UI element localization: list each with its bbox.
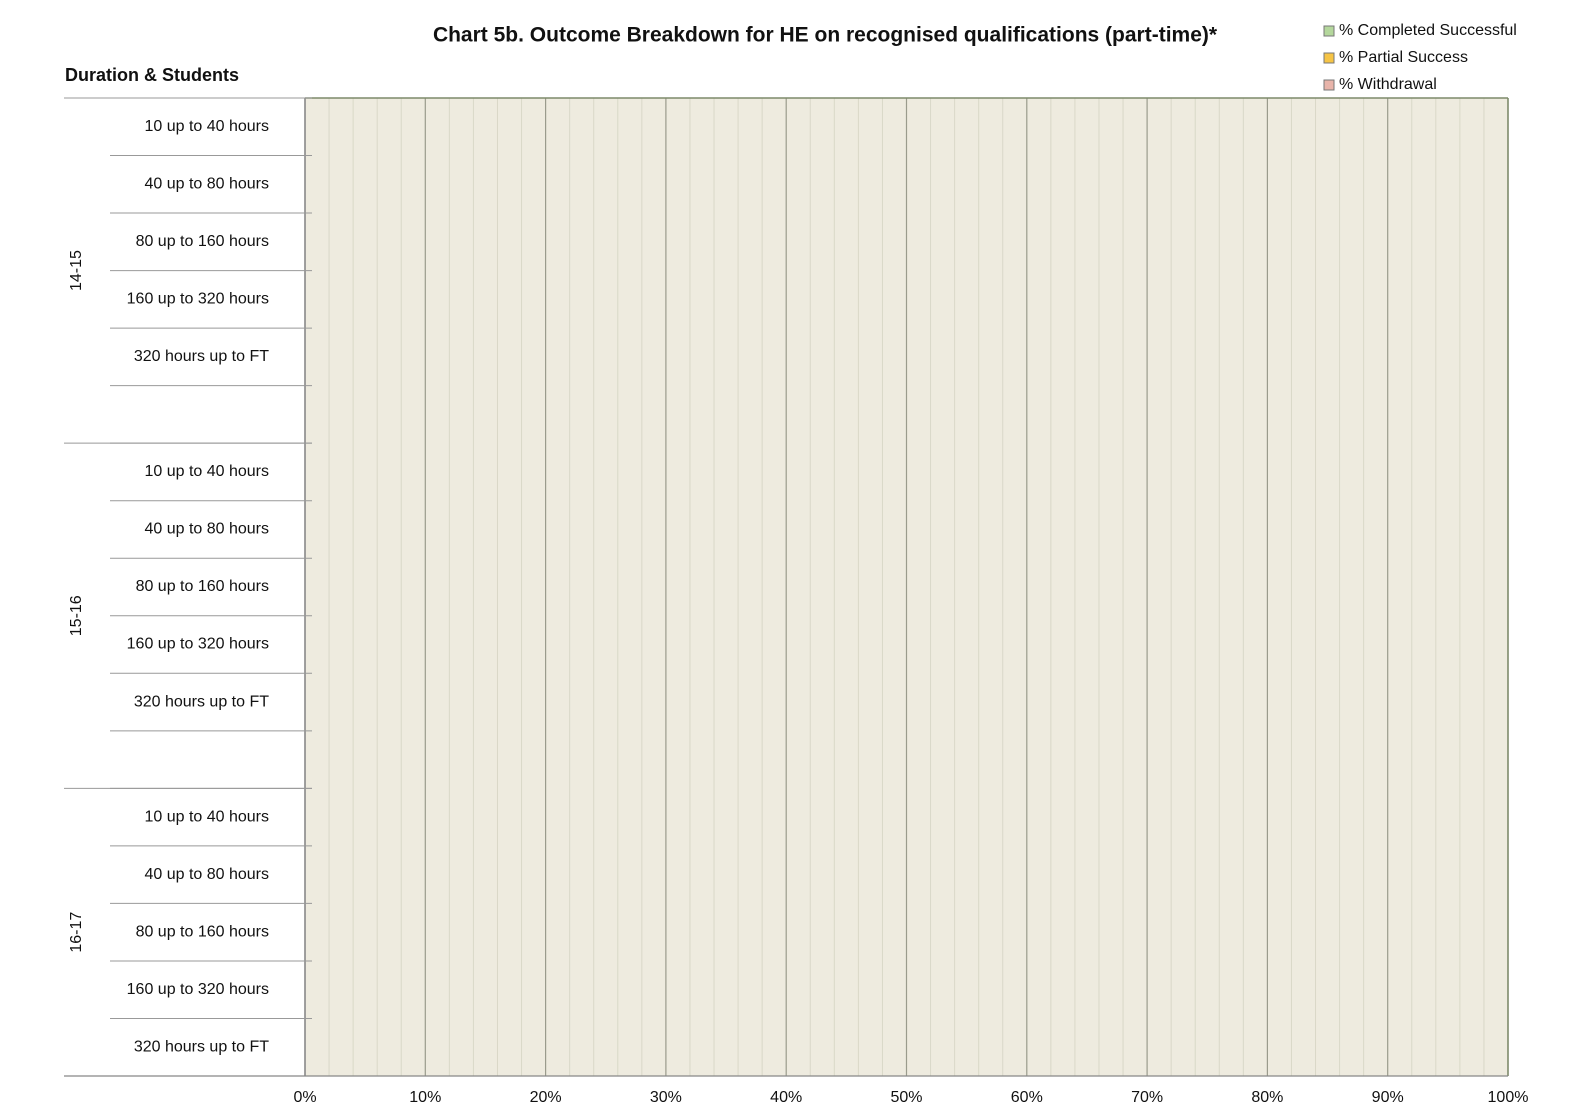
x-tick-label: 40% — [770, 1089, 802, 1106]
legend-label: % Withdrawal — [1339, 76, 1437, 93]
y-tick-label: 40 up to 80 hours — [144, 521, 269, 538]
x-tick-label: 80% — [1251, 1089, 1283, 1106]
y-tick-label: 10 up to 40 hours — [144, 118, 269, 135]
y-tick-label: 40 up to 80 hours — [144, 866, 269, 883]
group-label: 16-17 — [68, 912, 85, 953]
legend-swatch — [1323, 79, 1335, 91]
y-tick-label: 80 up to 160 hours — [136, 923, 269, 940]
x-tick-label: 90% — [1372, 1089, 1404, 1106]
y-tick-label: 320 hours up to FT — [134, 1038, 269, 1055]
y-axis-title: Duration & Students — [65, 65, 239, 85]
y-tick-label: 160 up to 320 hours — [127, 291, 269, 308]
group-label: 15-16 — [68, 595, 85, 636]
y-tick-label: 160 up to 320 hours — [127, 636, 269, 653]
legend-swatch — [1323, 25, 1335, 37]
x-tick-label: 60% — [1011, 1089, 1043, 1106]
group-label: 14-15 — [68, 250, 85, 291]
y-tick-label: 80 up to 160 hours — [136, 233, 269, 250]
x-tick-label: 20% — [530, 1089, 562, 1106]
y-tick-label: 40 up to 80 hours — [144, 176, 269, 193]
x-tick-label: 70% — [1131, 1089, 1163, 1106]
legend-label: % Completed Successful — [1339, 22, 1517, 39]
x-tick-label: 100% — [1488, 1089, 1529, 1106]
y-tick-label: 320 hours up to FT — [134, 693, 269, 710]
y-tick-label: 160 up to 320 hours — [127, 981, 269, 998]
y-tick-label: 320 hours up to FT — [134, 348, 269, 365]
x-tick-label: 50% — [890, 1089, 922, 1106]
legend-swatch — [1323, 52, 1335, 64]
y-tick-label: 10 up to 40 hours — [144, 808, 269, 825]
chart-title: Chart 5b. Outcome Breakdown for HE on re… — [433, 24, 1218, 47]
x-tick-label: 0% — [293, 1089, 316, 1106]
legend-label: % Partial Success — [1339, 49, 1468, 66]
x-tick-label: 10% — [409, 1089, 441, 1106]
y-tick-label: 80 up to 160 hours — [136, 578, 269, 595]
y-tick-label: 10 up to 40 hours — [144, 463, 269, 480]
x-tick-label: 30% — [650, 1089, 682, 1106]
